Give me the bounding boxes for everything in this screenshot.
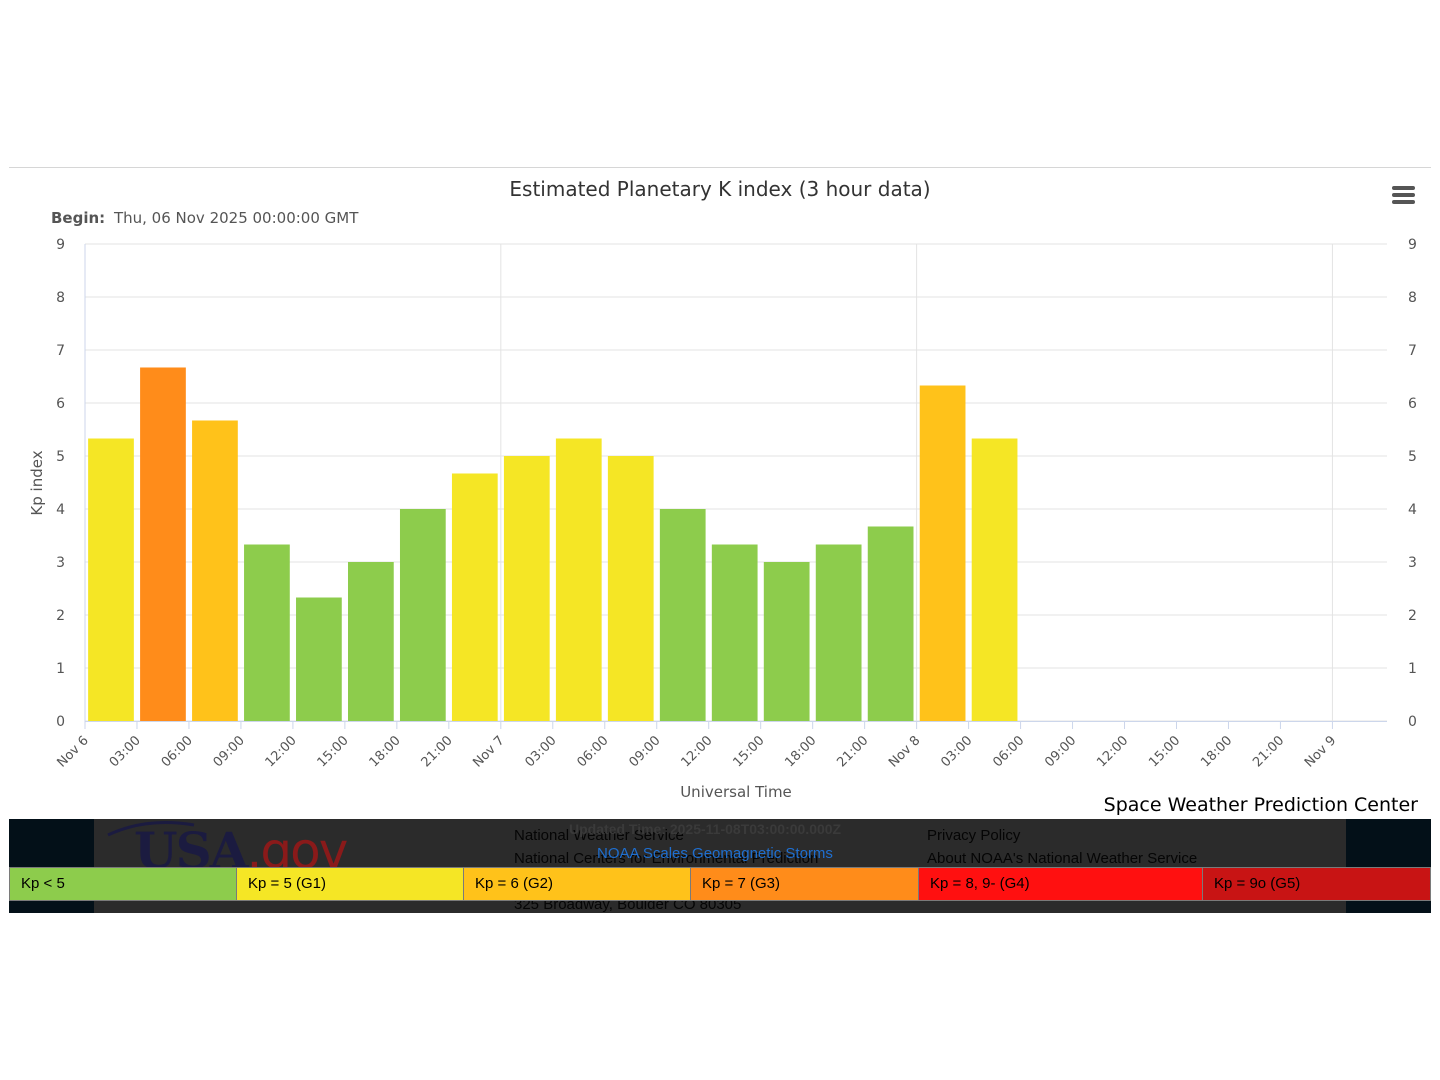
y-tick-label-left: 0 [56, 714, 65, 730]
legend-item-g3: Kp = 7 (G3) [691, 867, 919, 901]
x-tick-label: 06:00 [990, 733, 1027, 770]
y-tick-label-right: 0 [1408, 714, 1417, 730]
subtitle-value: Thu, 06 Nov 2025 00:00:00 GMT [113, 209, 359, 227]
bar-series [88, 367, 1018, 721]
about-nws-link[interactable]: About NOAA's National Weather Service [927, 850, 1198, 867]
x-tick-label: 12:00 [678, 733, 715, 770]
kp-bar [244, 544, 290, 721]
y-tick-label-left: 8 [56, 290, 65, 306]
x-tick-label: Nov 9 [1302, 733, 1339, 770]
kp-bar [555, 438, 602, 721]
chart-subtitle: Begin: Thu, 06 Nov 2025 00:00:00 GMT [51, 209, 359, 227]
x-axis-label: Universal Time [680, 783, 792, 801]
y-tick-label-right: 8 [1408, 290, 1417, 306]
y-axis-label: Kp index [28, 450, 46, 515]
legend-item-kp-lt-5: Kp < 5 [9, 867, 237, 901]
kp-bar [711, 544, 758, 721]
y-tick-label-right: 2 [1408, 608, 1417, 624]
x-tick-label: 15:00 [1146, 733, 1183, 770]
x-tick-label: 21:00 [1250, 733, 1287, 770]
kp-bar [607, 456, 654, 721]
legend-item-g5: Kp = 9o (G5) [1203, 867, 1431, 901]
legend-label: Kp = 5 (G1) [248, 875, 326, 892]
kp-bar [659, 509, 706, 721]
y-tick-label-right: 5 [1408, 449, 1417, 465]
legend-label: Kp = 8, 9- (G4) [930, 875, 1030, 892]
x-tick-label: 09:00 [1042, 733, 1079, 770]
kp-index-chart: Estimated Planetary K index (3 hour data… [28, 177, 1417, 801]
x-tick-label: Nov 8 [886, 733, 923, 770]
kp-bar [192, 420, 238, 721]
chart-title: Estimated Planetary K index (3 hour data… [509, 177, 930, 201]
y-tick-label-right: 7 [1408, 343, 1417, 359]
y-tick-label-right: 3 [1408, 555, 1417, 571]
x-tick-label: 18:00 [367, 733, 404, 770]
x-tick-label: 21:00 [419, 733, 456, 770]
y-tick-label-left: 2 [56, 608, 65, 624]
y-tick-label-left: 9 [56, 237, 65, 253]
kp-bar [971, 438, 1018, 721]
kp-bar [399, 509, 446, 721]
legend-item-g1: Kp = 5 (G1) [237, 867, 464, 901]
x-tick-label: 03:00 [107, 733, 144, 770]
legend-item-g4: Kp = 8, 9- (G4) [919, 867, 1203, 901]
legend-label: Kp = 9o (G5) [1214, 875, 1301, 892]
kp-bar [919, 385, 966, 721]
x-tick-label: 12:00 [1094, 733, 1131, 770]
x-tick-label: 15:00 [730, 733, 767, 770]
legend-label: Kp < 5 [21, 875, 65, 892]
subtitle-label: Begin: [51, 209, 105, 227]
footer-line[interactable]: National Weather Service [514, 827, 684, 844]
y-tick-label-left: 7 [56, 343, 65, 359]
y-tick-label-left: 4 [56, 502, 65, 518]
kp-bar [296, 597, 342, 721]
kp-bar [451, 473, 498, 721]
updated-time: Updated Time: 2025-11-08T03:00:00.000Z [569, 821, 842, 837]
x-tick-label: 12:00 [263, 733, 300, 770]
y-tick-label-right: 4 [1408, 502, 1417, 518]
kp-bar [140, 367, 186, 721]
y-tick-label-right: 1 [1408, 661, 1417, 677]
privacy-policy-link[interactable]: Privacy Policy [927, 827, 1021, 844]
legend-item-g2: Kp = 6 (G2) [464, 867, 691, 901]
top-divider [9, 167, 1431, 168]
x-tick-label: 18:00 [1198, 733, 1235, 770]
y-tick-label-left: 6 [56, 396, 65, 412]
x-tick-label: 06:00 [159, 733, 196, 770]
hamburger-menu-icon[interactable] [1392, 186, 1415, 205]
y-tick-label-left: 1 [56, 661, 65, 677]
kp-bar [763, 562, 810, 721]
footer-links: Privacy Policy About NOAA's National Wea… [927, 824, 1197, 870]
x-tick-label: 09:00 [211, 733, 248, 770]
x-tick-label: Nov 7 [470, 733, 507, 770]
x-tick-label: 03:00 [938, 733, 975, 770]
legend-label: Kp = 6 (G2) [475, 875, 553, 892]
kp-bar [503, 456, 550, 721]
x-tick-label: 18:00 [782, 733, 819, 770]
credit-text: Space Weather Prediction Center [1103, 794, 1418, 816]
y-tick-label-left: 3 [56, 555, 65, 571]
kp-bar [347, 562, 394, 721]
legend-label: Kp = 7 (G3) [702, 875, 780, 892]
kp-color-legend: Kp < 5 Kp = 5 (G1) Kp = 6 (G2) Kp = 7 (G… [9, 867, 1431, 901]
x-tick-label: 06:00 [574, 733, 611, 770]
x-tick-label: 15:00 [315, 733, 352, 770]
y-tick-label-right: 6 [1408, 396, 1417, 412]
kp-bar [867, 526, 914, 721]
usa-gov-swoosh-icon [107, 821, 195, 837]
footer-line[interactable]: National Centers for Environmental Predi… [514, 850, 819, 867]
noaa-scales-link[interactable]: NOAA Scales Geomagnetic Storms [597, 845, 833, 862]
kp-bar [815, 544, 862, 721]
x-tick-label: Nov 6 [55, 733, 92, 770]
y-tick-label-right: 9 [1408, 237, 1417, 253]
y-tick-label-left: 5 [56, 449, 65, 465]
x-tick-label: 09:00 [626, 733, 663, 770]
x-tick-label: 03:00 [523, 733, 560, 770]
x-tick-label: 21:00 [834, 733, 871, 770]
kp-bar [88, 438, 134, 721]
